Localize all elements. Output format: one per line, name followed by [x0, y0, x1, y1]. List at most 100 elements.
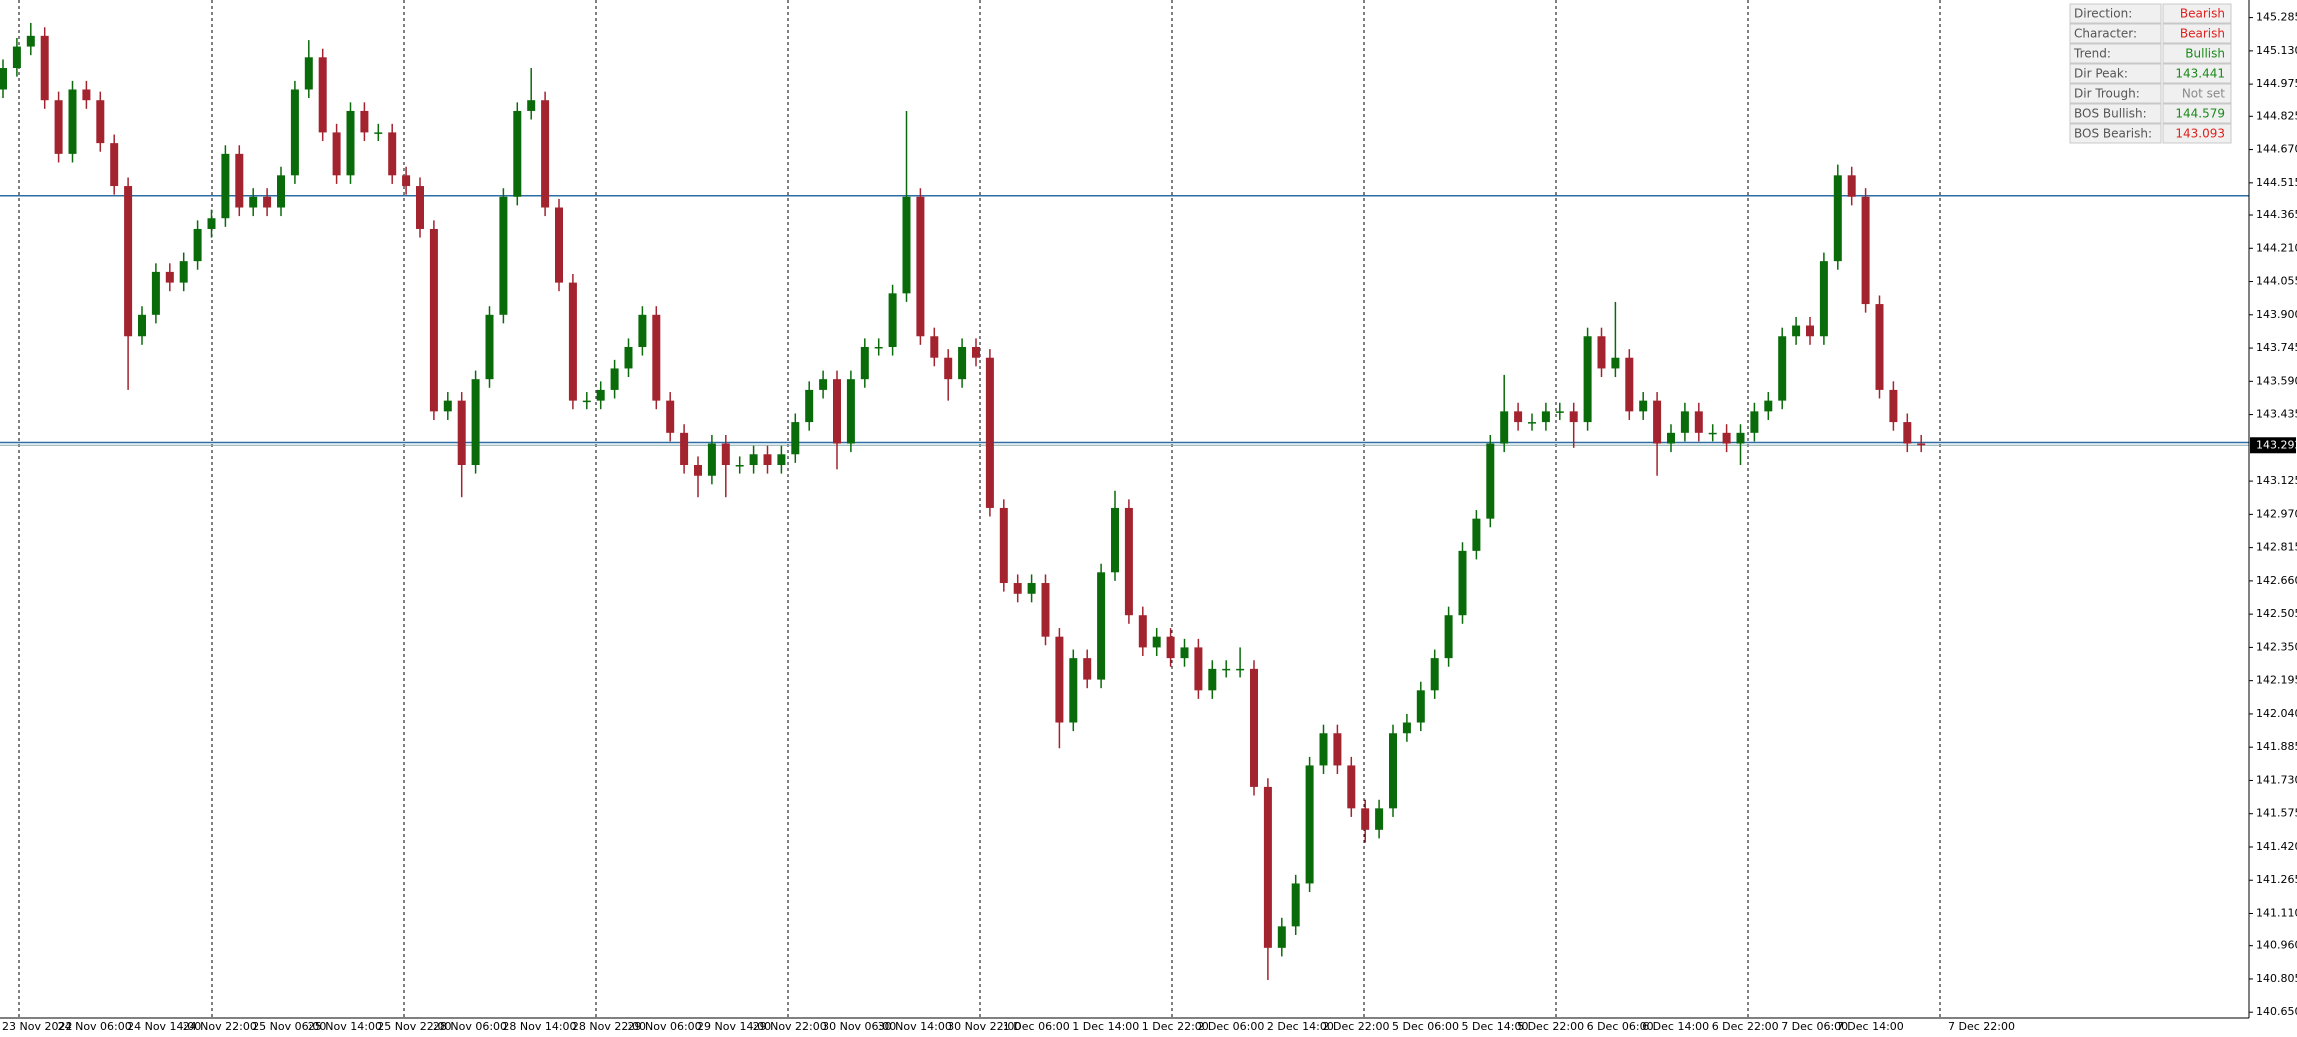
candle-body: [805, 389, 814, 423]
candle-body: [860, 346, 869, 380]
candle-body: [1903, 422, 1912, 444]
candle-body: [318, 57, 327, 133]
candle-body: [110, 143, 119, 187]
candle-body: [499, 196, 508, 315]
y-tick-label: 141.575: [2256, 807, 2297, 820]
candle-body: [1430, 658, 1439, 691]
x-tick-label: 6 Dec 14:00: [1642, 1020, 1709, 1033]
candle-body: [1138, 615, 1147, 648]
candle-body: [1041, 583, 1050, 637]
y-tick-label: 145.130: [2256, 44, 2297, 57]
candle-body: [527, 100, 536, 111]
x-tick-label: 7 Dec 22:00: [1948, 1020, 2015, 1033]
x-tick-label: 2 Dec 22:00: [1323, 1020, 1390, 1033]
x-tick-label: 30 Nov 22:00: [947, 1020, 1021, 1033]
candle-body: [624, 346, 633, 369]
candle-body: [263, 196, 272, 208]
x-tick-label: 7 Dec 14:00: [1837, 1020, 1904, 1033]
y-tick-label: 141.885: [2256, 740, 2297, 753]
candle-body: [1444, 615, 1453, 659]
candle-body: [332, 132, 341, 176]
panel-value-cell: [2162, 63, 2232, 84]
panel-label: Trend:: [2073, 47, 2111, 61]
candle-body: [1667, 432, 1675, 444]
candle-body: [1250, 668, 1258, 787]
candle-body: [1861, 196, 1870, 305]
candle-body: [721, 443, 730, 466]
candle-body: [277, 175, 285, 208]
candle-body: [1583, 336, 1592, 423]
x-tick-label: 30 Nov 14:00: [878, 1020, 952, 1033]
panel-label: BOS Bearish:: [2074, 127, 2152, 141]
panel-value: Bearish: [2180, 27, 2225, 41]
candle-body: [555, 207, 563, 283]
candle-body: [1680, 411, 1689, 433]
y-tick-label: 140.805: [2256, 972, 2297, 985]
x-tick-label: 28 Nov 06:00: [433, 1020, 507, 1033]
candle-body: [1194, 647, 1203, 691]
y-tick-label: 143.900: [2256, 308, 2297, 321]
candle-body: [846, 379, 855, 444]
panel-label: Dir Trough:: [2074, 87, 2140, 101]
candle-body: [999, 507, 1008, 584]
candle-body: [833, 379, 841, 444]
x-tick-label: 30 Nov 06:00: [822, 1020, 896, 1033]
candle-body: [1792, 325, 1801, 337]
candle-body: [429, 228, 438, 412]
panel-label-cell: [2069, 103, 2162, 124]
panel-value-cell: [2162, 83, 2232, 104]
candle-body: [360, 110, 369, 133]
x-tick-label: 25 Nov 14:00: [308, 1020, 382, 1033]
candle-body: [1097, 572, 1106, 680]
candle-body: [1514, 411, 1523, 423]
candle-body: [1528, 422, 1536, 424]
candle-body: [1736, 432, 1745, 444]
candle-body: [193, 228, 202, 262]
candle-body: [1555, 411, 1564, 413]
panel-value: Bearish: [2180, 7, 2225, 21]
candle-body: [374, 132, 383, 134]
y-tick-label: 145.285: [2256, 11, 2297, 24]
candle-body: [763, 454, 772, 466]
y-tick-label: 143.745: [2256, 341, 2297, 354]
candle-body: [1597, 336, 1606, 369]
candle-body: [972, 346, 980, 358]
panel-label: Dir Peak:: [2074, 67, 2128, 81]
candle-body: [457, 400, 466, 466]
y-tick-label: 142.350: [2256, 640, 2297, 653]
candle-body: [138, 314, 146, 337]
x-tick-label: 23 Nov 2022: [2, 1020, 72, 1033]
candle-body: [1778, 336, 1787, 401]
candle-body: [1083, 658, 1092, 680]
candle-body: [694, 465, 702, 476]
candle-body: [513, 110, 522, 197]
x-tick-label: 2 Dec 14:00: [1267, 1020, 1334, 1033]
candle-body: [1639, 400, 1648, 412]
candle-body: [1708, 432, 1717, 435]
candle-body: [944, 357, 953, 380]
candle-body: [819, 379, 828, 390]
candle-body: [1875, 304, 1884, 390]
y-tick-label: 141.730: [2256, 773, 2297, 786]
candle-body: [471, 379, 480, 466]
y-tick-label: 142.040: [2256, 707, 2297, 720]
candle-body: [1111, 507, 1119, 573]
candle-body: [416, 186, 424, 229]
candle-body: [151, 271, 160, 315]
panel-label: BOS Bullish:: [2074, 107, 2147, 121]
candle-body: [1625, 357, 1634, 412]
candle-body: [958, 346, 967, 380]
candle-body: [1917, 443, 1926, 446]
candle-body: [12, 46, 21, 69]
candle-body: [1833, 175, 1842, 262]
candle-body: [1180, 647, 1189, 659]
candle-body: [1263, 786, 1272, 948]
panel-label-cell: [2069, 3, 2162, 24]
candle-body: [791, 422, 800, 455]
x-tick-label: 24 Nov 14:00: [127, 1020, 201, 1033]
x-tick-label: 1 Dec 14:00: [1072, 1020, 1139, 1033]
candle-body: [1222, 668, 1231, 671]
candle-body: [541, 100, 550, 208]
candle-body: [221, 153, 230, 219]
